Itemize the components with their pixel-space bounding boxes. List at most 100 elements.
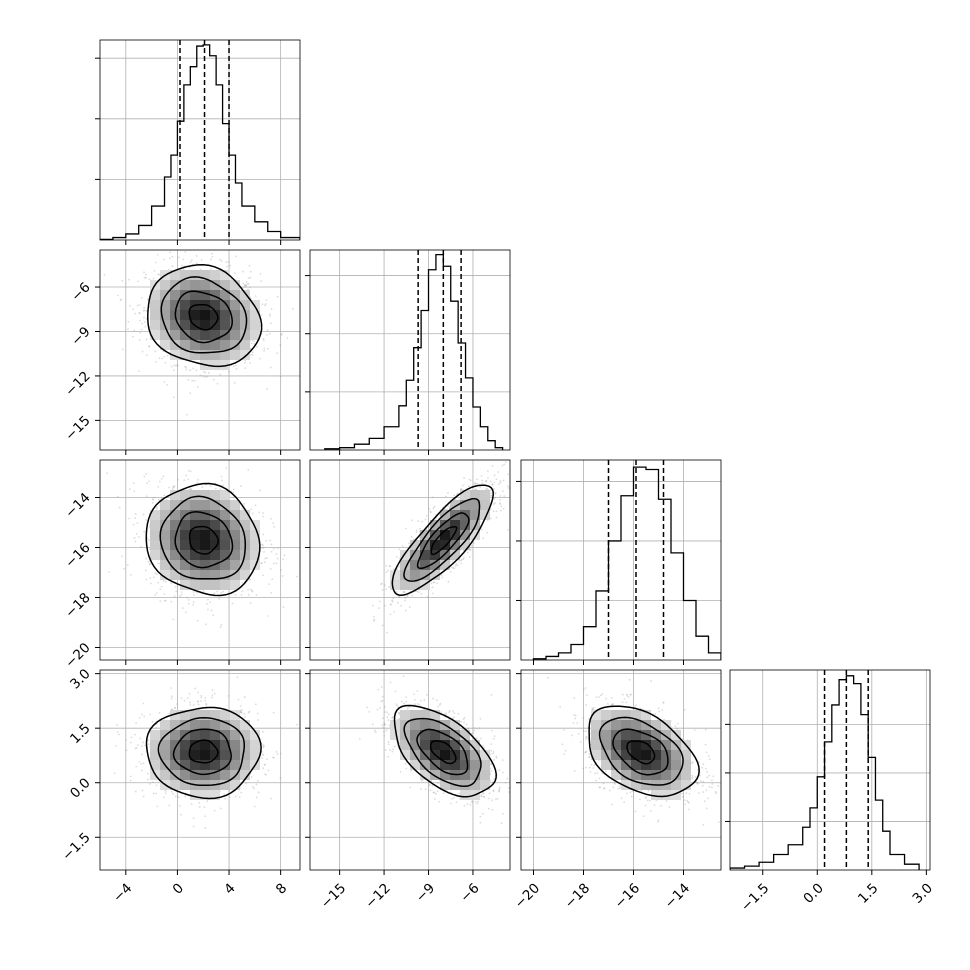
density-cell	[190, 340, 200, 350]
density-cell	[621, 760, 631, 770]
scatter-point	[255, 796, 258, 799]
scatter-point	[163, 796, 165, 799]
scatter-point	[173, 396, 175, 399]
scatter-point	[253, 787, 255, 790]
density-cell	[480, 510, 490, 520]
density-cell	[170, 320, 180, 330]
scatter-point	[469, 803, 472, 806]
scatter-point	[225, 467, 228, 469]
scatter-point	[193, 379, 196, 382]
scatter-point	[449, 802, 452, 805]
scatter-point	[564, 749, 567, 752]
scatter-point	[490, 749, 493, 752]
scatter-point	[134, 513, 137, 515]
scatter-point	[116, 731, 119, 733]
density-cell	[180, 750, 190, 760]
scatter-point	[705, 789, 708, 792]
scatter-point	[410, 769, 413, 772]
scatter-point	[202, 375, 204, 377]
density-cell	[390, 570, 400, 580]
scatter-point	[192, 817, 195, 820]
scatter-point	[242, 282, 245, 285]
scatter-point	[199, 374, 202, 377]
density-cell	[180, 310, 190, 320]
scatter-point	[232, 365, 235, 368]
scatter-point	[175, 364, 177, 367]
density-cell	[180, 320, 190, 330]
scatter-point	[207, 608, 209, 611]
density-cell	[420, 770, 430, 780]
scatter-point	[498, 790, 501, 793]
scatter-point	[146, 778, 149, 781]
scatter-point	[219, 626, 222, 629]
density-cell	[651, 750, 661, 760]
scatter-point	[694, 776, 697, 778]
scatter-point	[465, 723, 468, 726]
density-cell	[410, 570, 420, 580]
scatter-point	[598, 786, 601, 789]
scatter-point	[491, 465, 494, 467]
density-cell	[190, 750, 200, 760]
scatter-point	[502, 453, 504, 455]
scatter-point	[500, 505, 503, 508]
scatter-point	[207, 598, 209, 601]
density-cell	[460, 750, 470, 760]
scatter-point	[426, 596, 429, 598]
scatter-point	[196, 386, 199, 388]
scatter-point	[233, 496, 235, 499]
scatter-point	[634, 810, 637, 813]
scatter-point	[473, 482, 476, 485]
scatter-point	[449, 571, 452, 573]
contour-line	[612, 728, 669, 776]
density-cell	[240, 340, 250, 350]
scatter-point	[145, 473, 147, 475]
scatter-point	[103, 273, 106, 276]
scatter-point	[170, 687, 173, 689]
scatter-point	[283, 554, 286, 557]
scatter-point	[162, 579, 165, 582]
density-cell	[631, 770, 641, 780]
scatter-point	[499, 480, 502, 482]
density-cell	[170, 520, 180, 530]
scatter-point	[251, 589, 253, 592]
density-cell	[210, 330, 220, 340]
scatter-point	[216, 382, 219, 385]
scatter-point	[160, 497, 163, 500]
scatter-point	[492, 737, 495, 740]
scatter-point	[155, 784, 158, 787]
scatter-point	[210, 258, 212, 261]
scatter-point	[481, 482, 484, 485]
density-cell	[190, 730, 200, 740]
y-tick-label: 0.0	[67, 775, 94, 802]
scatter-point	[383, 604, 386, 607]
y-tick-label: −15	[62, 413, 93, 444]
scatter-point	[209, 268, 212, 270]
scatter-point	[384, 723, 387, 726]
scatter-point	[491, 799, 493, 801]
density-cell	[200, 270, 210, 280]
density-cell	[150, 750, 160, 760]
scatter-point	[188, 692, 191, 695]
scatter-point	[392, 597, 395, 600]
scatter-point	[250, 353, 252, 356]
scatter-point	[653, 804, 656, 806]
scatter-point	[426, 693, 428, 696]
scatter-point	[452, 566, 455, 569]
scatter-point	[249, 270, 252, 273]
scatter-point	[397, 601, 399, 604]
scatter-point	[657, 819, 660, 822]
density-cell	[220, 360, 230, 370]
scatter-point	[387, 755, 390, 758]
scatter-point	[177, 478, 179, 481]
scatter-point	[243, 361, 246, 364]
density-cell	[210, 730, 220, 740]
density-cell	[190, 760, 200, 770]
scatter-point	[189, 261, 192, 264]
scatter-point	[612, 703, 614, 705]
density-cell	[210, 770, 220, 780]
scatter-point	[588, 756, 591, 759]
scatter-point	[212, 378, 215, 381]
density-cell	[230, 350, 240, 360]
scatter-point	[463, 716, 466, 719]
scatter-point	[262, 533, 265, 536]
